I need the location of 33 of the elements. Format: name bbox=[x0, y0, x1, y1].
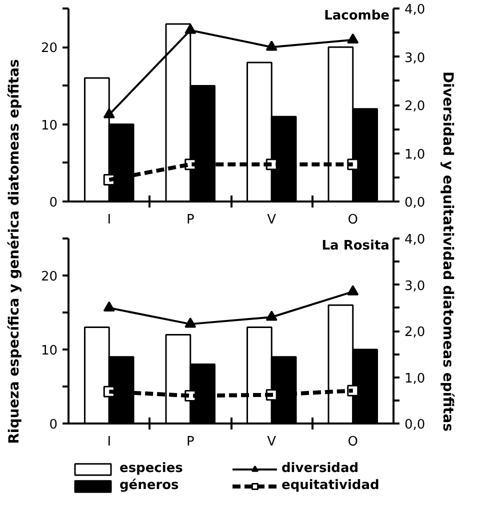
x-tick-label: I bbox=[107, 212, 112, 228]
chart-title: La Rosita bbox=[322, 238, 390, 254]
y2-tick-label: 3,0 bbox=[404, 278, 426, 294]
legend-label: equitatividad bbox=[282, 478, 380, 493]
legend-label: diversidad bbox=[282, 461, 360, 476]
legend-label: géneros bbox=[120, 478, 180, 493]
point bbox=[103, 108, 115, 118]
x-tick-label: V bbox=[267, 434, 276, 450]
y2-tick-label: 2,0 bbox=[404, 99, 426, 114]
y2-tick-label: 1,0 bbox=[404, 371, 426, 386]
y2-tick-label: 2,0 bbox=[404, 325, 426, 340]
x-tick-label: P bbox=[186, 212, 194, 228]
y2-axis-title: Diversidad y equitatividad diatomeas epífitas bbox=[440, 71, 456, 432]
legend-label: especies bbox=[120, 461, 184, 476]
y2-tick-label: 0,0 bbox=[404, 196, 426, 210]
y-tick-label: 0 bbox=[49, 418, 58, 432]
x-tick-label: I bbox=[107, 434, 112, 450]
y-axis-title: Riqueza específica y genérica diatomeas epífitas bbox=[6, 59, 22, 444]
y2-tick-label: 3,0 bbox=[404, 50, 426, 66]
x-tick-label: O bbox=[348, 434, 358, 450]
y-tick-label: 0 bbox=[49, 196, 58, 210]
y2-tick-label: 0,0 bbox=[404, 418, 426, 432]
y2-tick-label: 4,0 bbox=[404, 232, 426, 248]
y-tick-label: 20 bbox=[40, 270, 58, 284]
x-tick-label: O bbox=[348, 212, 358, 228]
x-tick-label: P bbox=[186, 434, 194, 450]
chart-title: Lacombe bbox=[324, 8, 390, 24]
y2-tick-label: 1,0 bbox=[404, 147, 426, 162]
x-tick-label: V bbox=[267, 212, 276, 228]
y-tick-label: 10 bbox=[40, 344, 58, 358]
y-tick-label: 10 bbox=[40, 118, 58, 134]
y-tick-label: 20 bbox=[40, 41, 58, 56]
y2-tick-label: 4,0 bbox=[404, 2, 426, 18]
